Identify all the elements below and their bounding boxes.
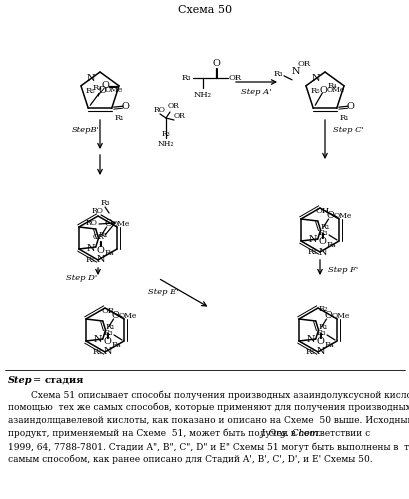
Text: стадия: стадия — [45, 376, 84, 385]
Text: StepB': StepB' — [72, 126, 100, 134]
Text: R₃: R₃ — [100, 199, 110, 207]
Text: R₅: R₅ — [85, 87, 95, 95]
Text: самым способом, как ранее описано для Стадий A', B', C', D', и E' Схемы 50.: самым способом, как ранее описано для Ст… — [8, 455, 372, 465]
Text: O: O — [98, 86, 106, 95]
Text: R₃: R₃ — [317, 229, 327, 237]
Text: R₁: R₁ — [318, 323, 328, 331]
Text: OR: OR — [168, 102, 180, 110]
Text: азаиндолщавелевой кислоты, как показано и описано на Схеме  50 выше. Исходный: азаиндолщавелевой кислоты, как показано … — [8, 416, 409, 425]
Text: R₅: R₅ — [92, 348, 102, 356]
Text: J. Org. Chem.: J. Org. Chem. — [259, 429, 320, 438]
Text: NH₂: NH₂ — [157, 140, 174, 148]
Text: R₅: R₅ — [310, 87, 319, 95]
Text: N: N — [86, 244, 94, 252]
Text: N: N — [97, 255, 105, 264]
Text: R₃: R₃ — [181, 74, 190, 82]
Text: R₅: R₅ — [85, 256, 95, 264]
Text: R₄: R₄ — [326, 241, 335, 249]
Text: OR: OR — [297, 60, 310, 68]
Text: N: N — [103, 347, 112, 356]
Text: =: = — [33, 376, 41, 385]
Text: N: N — [86, 74, 94, 83]
Text: R₄: R₄ — [111, 341, 121, 349]
Text: N: N — [306, 335, 314, 344]
Text: O: O — [111, 311, 119, 320]
Text: OR: OR — [173, 112, 185, 120]
Text: Схема 51 описывает способы получения производных азаиндолуксусной кислоты, с: Схема 51 описывает способы получения про… — [8, 390, 409, 400]
Text: R₃: R₃ — [315, 329, 325, 337]
Text: N: N — [310, 74, 319, 83]
Text: R₂: R₂ — [317, 305, 327, 313]
Text: продукт, применяемый на Схеме  51, может быть получен в соответствии с: продукт, применяемый на Схеме 51, может … — [8, 429, 372, 439]
Text: OMe: OMe — [333, 212, 351, 220]
Text: N: N — [291, 67, 299, 76]
Text: O: O — [97, 246, 104, 254]
Text: R₅: R₅ — [307, 248, 317, 256]
Text: OMe: OMe — [118, 312, 136, 320]
Text: Step A': Step A' — [240, 88, 270, 96]
Text: OMe: OMe — [111, 220, 129, 228]
Text: Схема 50: Схема 50 — [178, 5, 231, 15]
Text: R₅: R₅ — [305, 348, 315, 356]
Text: N: N — [307, 236, 316, 245]
Text: O: O — [121, 102, 129, 111]
Text: R₁: R₁ — [106, 323, 115, 331]
Text: O: O — [319, 86, 326, 95]
Text: R₄: R₄ — [104, 249, 114, 257]
Text: OMe: OMe — [326, 86, 345, 94]
Text: N: N — [316, 347, 324, 356]
Text: R₄: R₄ — [324, 341, 333, 349]
Text: Step E': Step E' — [148, 288, 178, 296]
Text: R₄: R₄ — [92, 84, 101, 92]
Text: O: O — [101, 81, 109, 90]
Text: OH: OH — [315, 207, 329, 215]
Text: 1999, 64, 7788-7801. Стадии A", B", C", D" и E" Схемы 51 могут быть выполнены в : 1999, 64, 7788-7801. Стадии A", B", C", … — [8, 442, 409, 452]
Text: OR: OR — [228, 74, 241, 82]
Text: OR: OR — [93, 233, 105, 241]
Text: N: N — [93, 335, 101, 344]
Text: R₃: R₃ — [161, 130, 170, 138]
Text: Step D': Step D' — [66, 274, 97, 282]
Text: NH₂: NH₂ — [193, 91, 211, 99]
Text: R₃: R₃ — [103, 329, 112, 337]
Text: Step C': Step C' — [332, 126, 363, 134]
Text: помощью  тех же самых способов, которые применяют для получения производных: помощью тех же самых способов, которые п… — [8, 403, 409, 413]
Text: R₄: R₄ — [326, 82, 336, 90]
Text: R₁: R₁ — [320, 223, 330, 231]
Text: OMe: OMe — [330, 312, 349, 320]
Text: RO: RO — [85, 219, 97, 227]
Text: Step F': Step F' — [327, 266, 357, 274]
Text: N: N — [318, 248, 326, 256]
Text: RO: RO — [91, 207, 103, 215]
Text: O: O — [324, 311, 332, 320]
Text: R₁: R₁ — [339, 114, 348, 122]
Text: R₁: R₁ — [115, 114, 124, 122]
Text: OMe: OMe — [105, 86, 123, 94]
Text: R₁: R₁ — [99, 231, 108, 239]
Text: O: O — [326, 212, 334, 221]
Text: O: O — [211, 58, 219, 67]
Text: RO: RO — [154, 106, 166, 114]
Text: O: O — [316, 337, 324, 346]
Text: O: O — [318, 238, 326, 247]
Text: O: O — [103, 337, 111, 346]
Text: O: O — [104, 220, 112, 229]
Text: Step: Step — [8, 376, 33, 385]
Text: OR: OR — [101, 307, 115, 315]
Text: R₃: R₃ — [272, 70, 282, 78]
Text: O: O — [346, 102, 354, 111]
